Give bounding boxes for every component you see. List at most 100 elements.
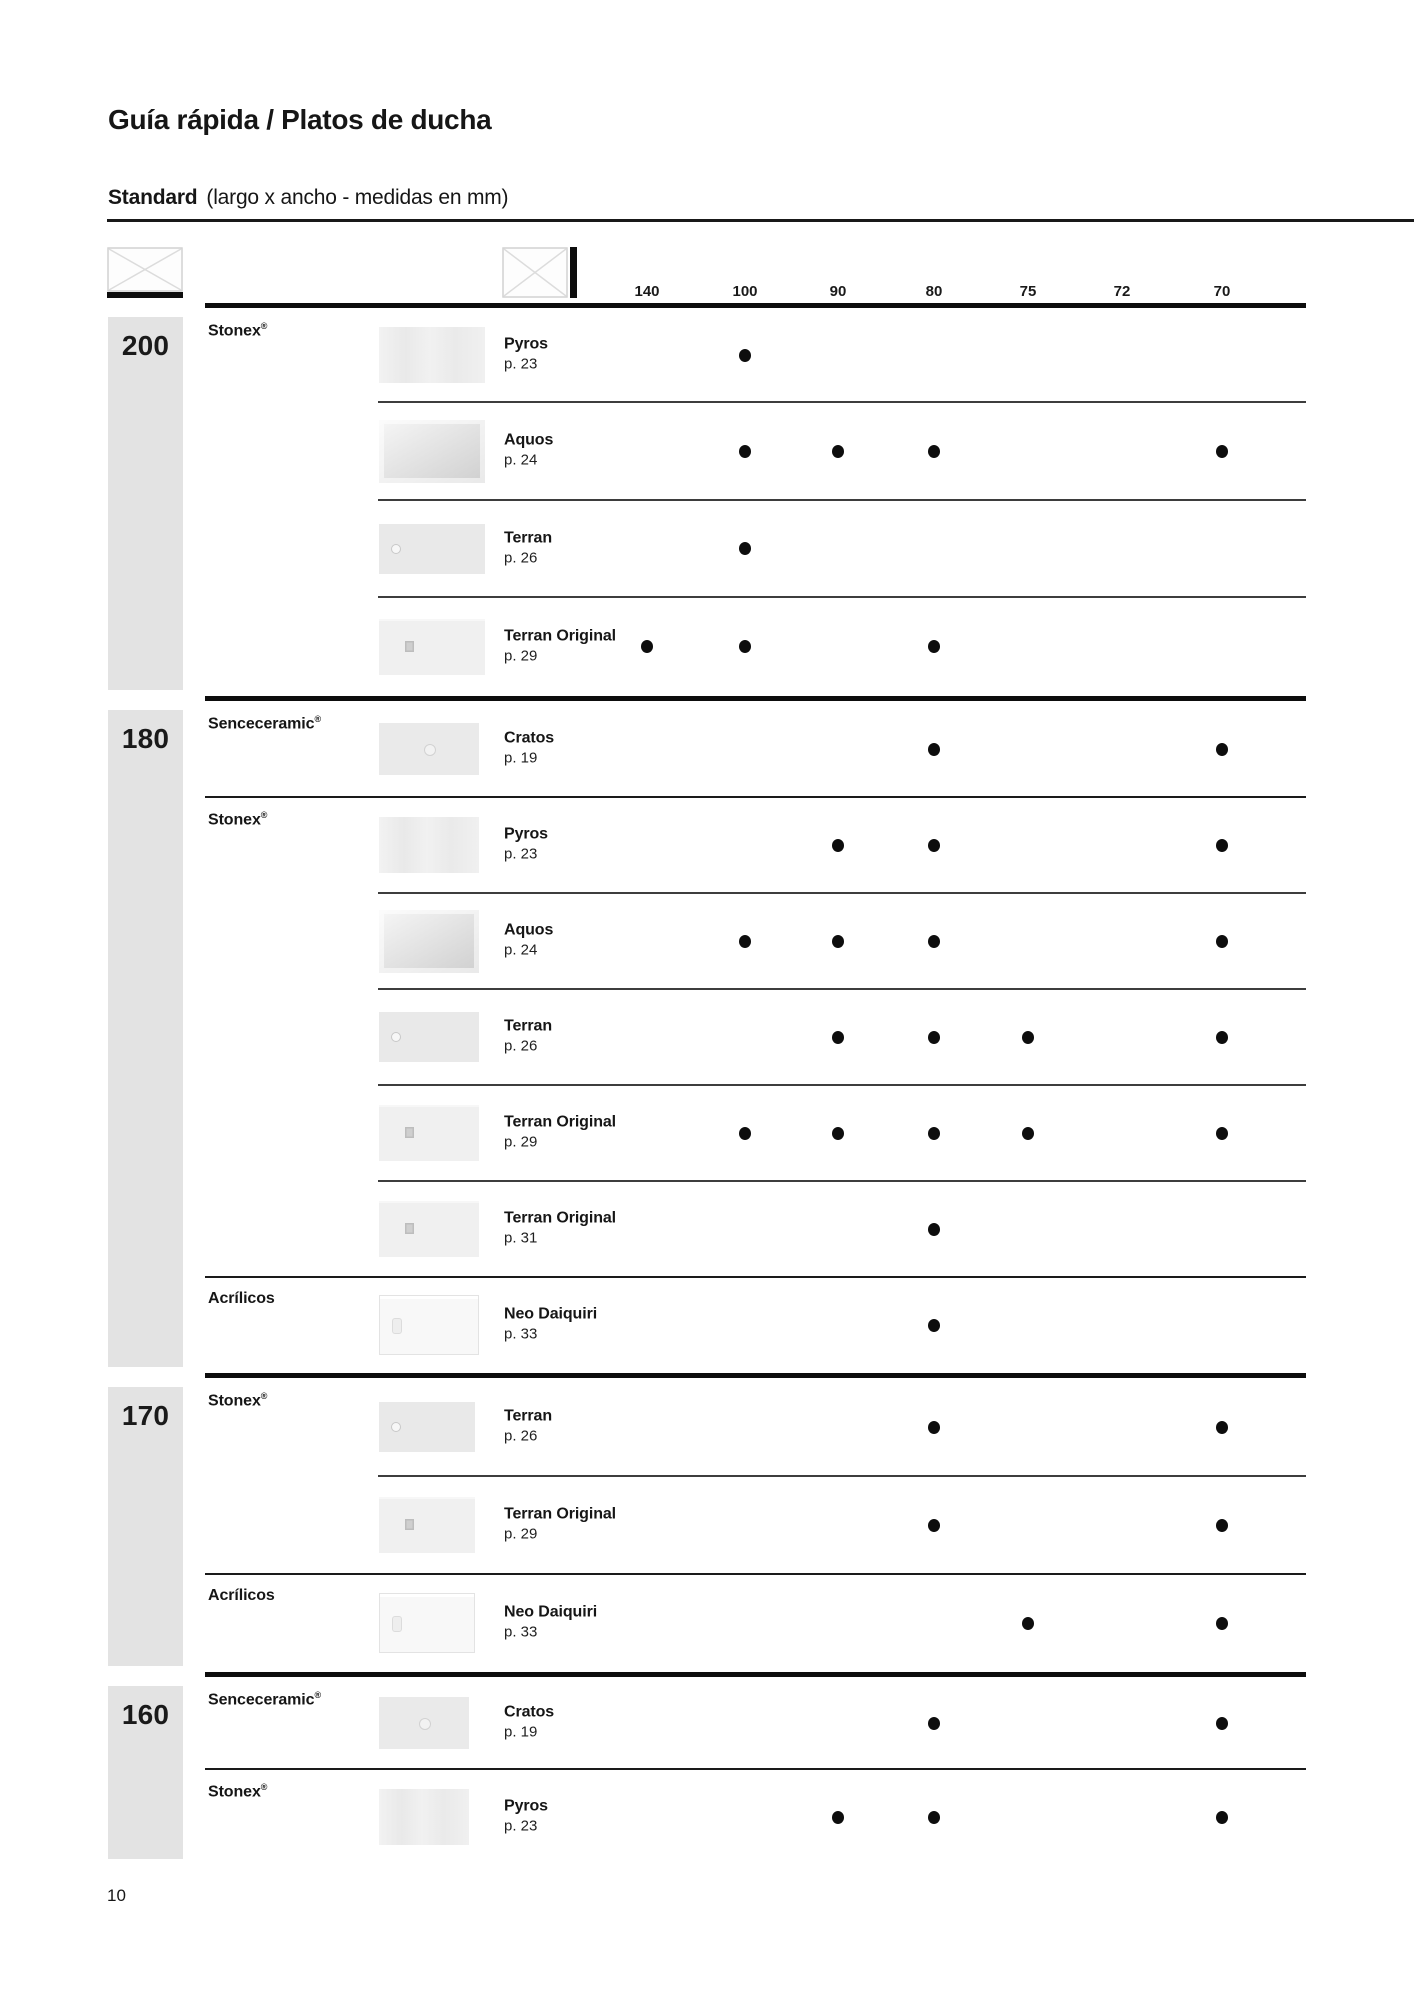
- product-page-ref: p. 29: [504, 1133, 538, 1151]
- length-group-170: 170 Stonex® Terran p. 26 Terran Original p. 2…: [0, 1378, 1414, 1672]
- product-page-ref: p. 24: [504, 451, 538, 469]
- availability-dot: [739, 348, 751, 362]
- product-row: Stonex® Terran p. 26: [0, 1378, 1414, 1476]
- product-label-block: Terran p. 26: [504, 1407, 552, 1446]
- availability-dot: [1216, 1030, 1228, 1044]
- product-label-block: Terran Original p. 29: [504, 626, 616, 665]
- section-subtitle: Standard (largo x ancho - medidas en mm): [108, 186, 509, 210]
- product-label-block: Aquos p. 24: [504, 921, 553, 960]
- availability-dot: [739, 542, 751, 555]
- product-row: Terran p. 26: [0, 988, 1414, 1085]
- material-separator: [205, 1767, 1306, 1770]
- product-thumbnail: [379, 1789, 469, 1845]
- availability-dot: [1022, 1030, 1034, 1044]
- material-label: Acrílicos: [208, 1587, 275, 1604]
- material-separator: [205, 1275, 1306, 1278]
- width-column-header: 70: [1213, 283, 1231, 300]
- group-divider-line: [205, 696, 1306, 701]
- product-label-block: Pyros p. 23: [504, 335, 548, 374]
- product-label-block: Neo Daiquiri p. 33: [504, 1603, 597, 1642]
- row-separator: [378, 499, 1306, 501]
- availability-dot: [832, 1030, 844, 1044]
- registered-mark: ®: [314, 714, 321, 724]
- length-value: 170: [121, 1400, 170, 1431]
- product-thumbnail: [379, 1402, 475, 1452]
- width-column-header: 80: [925, 283, 943, 300]
- availability-dot: [1022, 1616, 1034, 1630]
- material-label: Acrílicos: [208, 1290, 275, 1307]
- subtitle-note: (largo x ancho - medidas en mm): [206, 186, 509, 209]
- row-separator: [378, 1180, 1306, 1182]
- product-row: Aquos p. 24: [0, 892, 1414, 989]
- product-label-block: Cratos p. 19: [504, 729, 554, 768]
- product-page-ref: p. 29: [504, 1525, 538, 1543]
- product-name: Terran Original: [504, 1505, 617, 1523]
- product-name: Terran Original: [504, 627, 617, 645]
- product-page-ref: p. 19: [504, 749, 538, 767]
- availability-dot: [832, 444, 844, 458]
- width-column-header: 72: [1113, 283, 1131, 300]
- product-page-ref: p. 23: [504, 845, 538, 863]
- width-column-header: 100: [732, 283, 758, 300]
- product-thumbnail: [379, 723, 479, 775]
- product-name: Terran Original: [504, 1113, 617, 1131]
- availability-dot: [1022, 1126, 1034, 1140]
- product-thumbnail: [379, 618, 485, 675]
- length-group-180: 180 Senceceramic® Cratos p. 19 Stonex® Pyros p…: [0, 701, 1414, 1373]
- product-label-block: Pyros p. 23: [504, 1797, 548, 1836]
- availability-dot: [1216, 838, 1228, 852]
- page-number: 10: [107, 1886, 126, 1905]
- length-group-label: 200: [108, 317, 183, 690]
- product-label-block: Terran p. 26: [504, 528, 552, 567]
- width-column-header: 140: [634, 283, 660, 300]
- availability-dot: [832, 1126, 844, 1140]
- row-separator: [378, 892, 1306, 894]
- length-group-200: 200 Stonex® Pyros p. 23 Aquos p. 24 Terran p. 2…: [0, 308, 1414, 696]
- product-name: Aquos: [504, 921, 554, 939]
- group-divider: [0, 1373, 1414, 1378]
- availability-dot: [928, 1518, 940, 1532]
- availability-dot: [1216, 1616, 1228, 1630]
- product-label-block: Terran p. 26: [504, 1017, 552, 1056]
- product-label-block: Cratos p. 19: [504, 1703, 554, 1742]
- availability-dot: [832, 934, 844, 948]
- availability-dot: [1216, 1716, 1228, 1730]
- product-name: Pyros: [504, 335, 548, 353]
- product-thumbnail: [379, 1497, 475, 1553]
- product-page-ref: p. 24: [504, 941, 538, 959]
- product-page-ref: p. 19: [504, 1723, 538, 1741]
- availability-dot: [928, 1030, 940, 1044]
- product-thumbnail: [379, 419, 485, 483]
- product-page-ref: p. 33: [504, 1325, 538, 1343]
- product-label-block: Neo Daiquiri p. 33: [504, 1305, 597, 1344]
- group-divider-line: [205, 1672, 1306, 1677]
- product-label-block: Pyros p. 23: [504, 825, 548, 864]
- product-row: Terran p. 26: [0, 499, 1414, 597]
- product-name: Aquos: [504, 431, 554, 449]
- row-separator: [378, 596, 1306, 598]
- material-label: Stonex®: [208, 810, 268, 829]
- length-value: 180: [121, 723, 170, 754]
- product-page-ref: p. 23: [504, 1817, 538, 1835]
- product-name: Cratos: [504, 729, 555, 747]
- length-value: 160: [121, 1699, 170, 1730]
- product-thumbnail: [379, 327, 485, 383]
- material-separator: [205, 795, 1306, 798]
- product-name: Terran: [504, 529, 553, 547]
- product-name: Terran Original: [504, 1209, 617, 1227]
- availability-dot: [928, 742, 940, 756]
- product-name: Neo Daiquiri: [504, 1603, 598, 1621]
- availability-dot: [928, 838, 940, 852]
- availability-dot: [1216, 934, 1228, 948]
- availability-dot: [1216, 1420, 1228, 1434]
- row-separator: [378, 1084, 1306, 1086]
- row-separator: [378, 401, 1306, 403]
- page-title: Guía rápida / Platos de ducha: [108, 104, 492, 135]
- row-separator: [378, 1475, 1306, 1477]
- availability-dot: [641, 640, 653, 653]
- availability-dot: [1216, 444, 1228, 458]
- product-name: Cratos: [504, 1703, 555, 1721]
- product-page-ref: p. 26: [504, 549, 538, 567]
- availability-dot: [928, 1716, 940, 1730]
- tray-length-icon: [107, 247, 183, 303]
